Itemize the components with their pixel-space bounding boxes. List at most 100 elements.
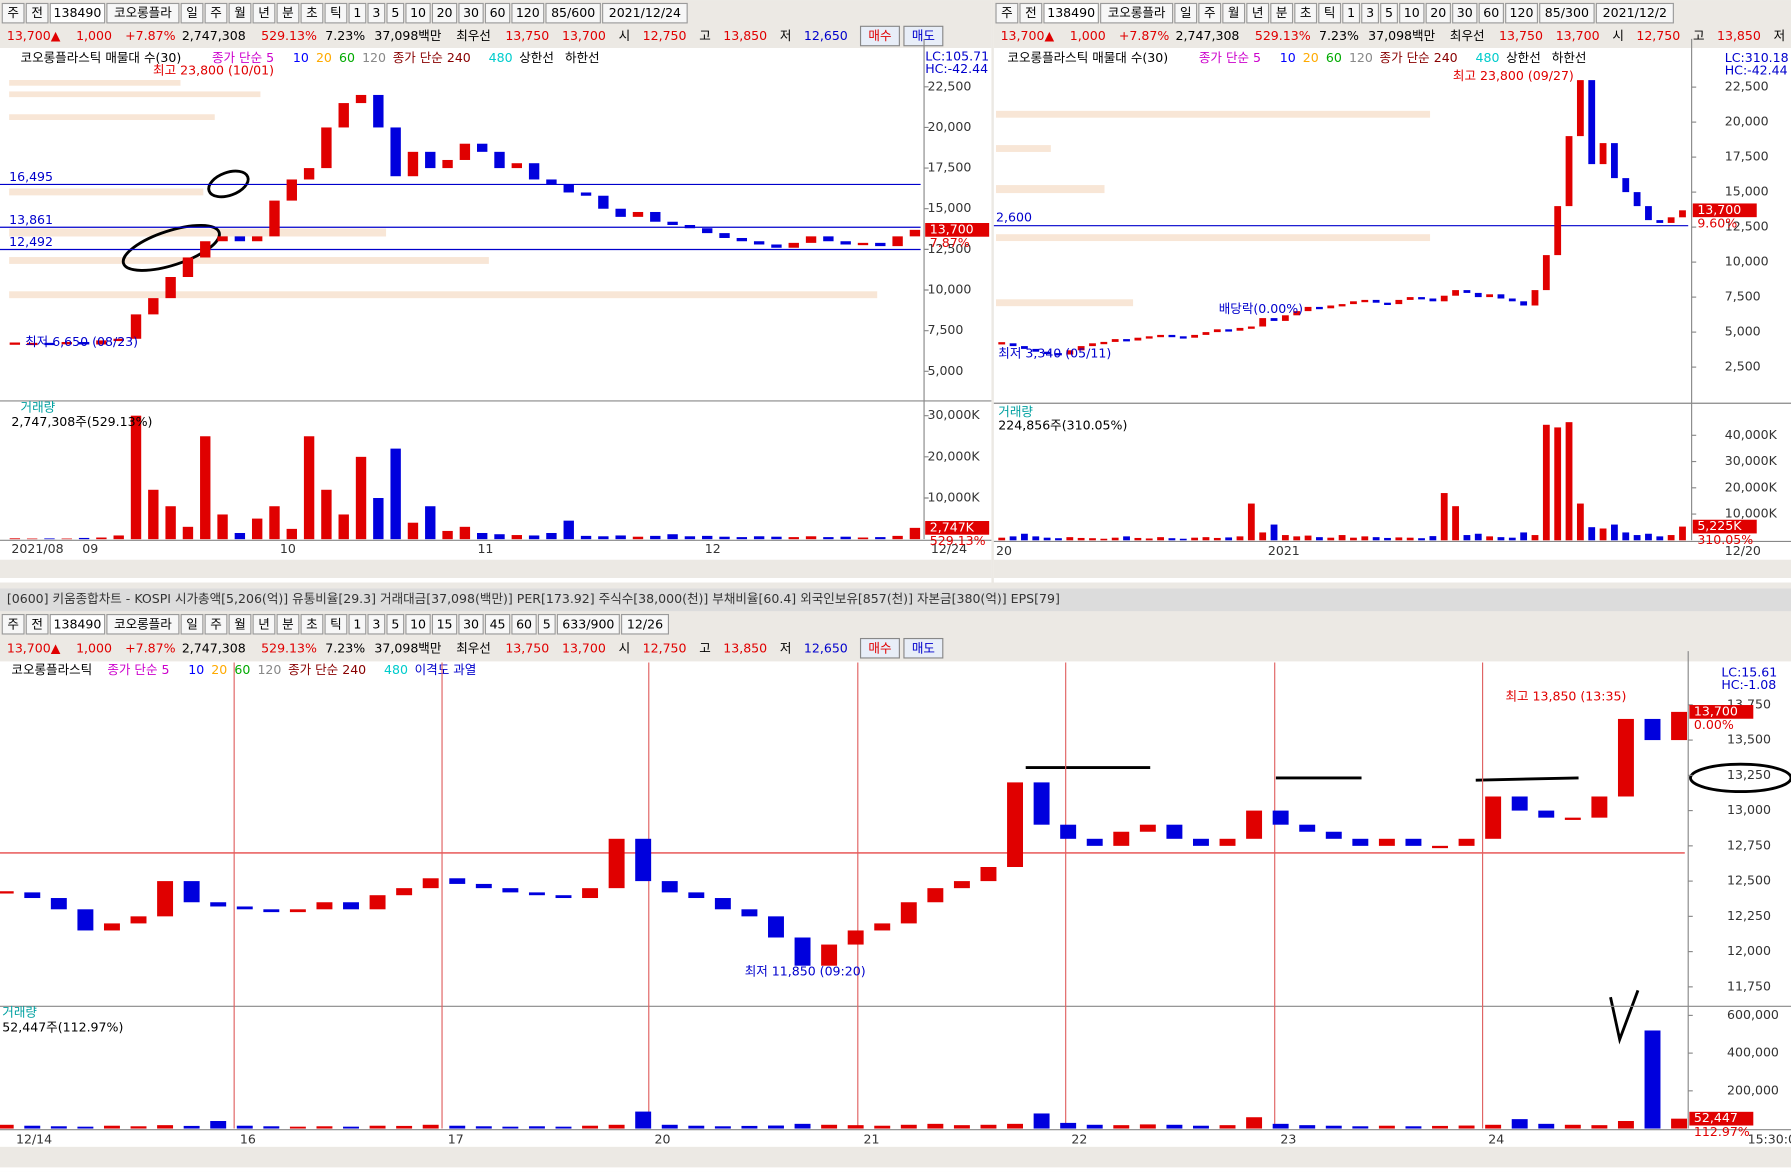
toolbar-label: 1 [1347,5,1355,20]
y-tick-label: 7,500 [927,322,963,337]
scrollbar[interactable] [0,559,992,579]
toolbar-button[interactable] [300,2,324,24]
toolbar-button[interactable] [106,613,180,635]
toolbar-button[interactable] [1505,2,1538,24]
toolbar-button[interactable] [367,613,386,635]
toolbar-button[interactable] [1318,2,1342,24]
toolbar-button[interactable] [511,613,537,635]
toolbar-button[interactable] [537,613,556,635]
toolbar-button[interactable] [545,2,601,24]
toolbar-button[interactable] [431,2,458,24]
toolbar-button[interactable] [324,2,348,24]
candle [1361,299,1369,303]
toolbar-button[interactable] [1198,2,1222,24]
scrollbar[interactable] [993,559,1791,579]
toolbar-button[interactable] [511,2,545,24]
candle [980,867,997,882]
toolbar-button[interactable] [431,613,458,635]
toolbar-button[interactable] [228,613,252,635]
toolbar-button[interactable] [1174,2,1198,24]
toolbar-button[interactable] [1539,2,1595,24]
volume-bar [77,1126,94,1129]
toolbar-button[interactable] [405,613,431,635]
toolbar-button[interactable] [1399,2,1425,24]
candle [1452,290,1459,296]
toolbar-button[interactable] [1595,2,1674,24]
toolbar-button[interactable] [1342,2,1361,24]
volume-bar [475,1126,492,1129]
volume-tick-label: 600,000 [1727,1007,1779,1022]
quote-value: 7.23% [1319,28,1359,43]
candle [736,237,748,242]
toolbar-button[interactable] [228,2,252,24]
candle [210,902,227,907]
quote-value: 1,000 [1070,28,1106,43]
toolbar-button[interactable] [180,613,204,635]
toolbar-label: 일 [186,5,198,20]
toolbar-button[interactable] [25,2,49,24]
toolbar-button[interactable] [204,613,228,635]
volume-bar [1111,537,1119,541]
toolbar-button[interactable] [458,613,484,635]
candle [823,236,834,242]
toolbar-button[interactable] [180,2,204,24]
toolbar-button[interactable] [276,613,300,635]
sell-button[interactable] [903,637,944,659]
volume-tag-label: 529.13% [930,533,986,548]
legend-item: 종가 단순 5 [1199,50,1261,65]
toolbar-button[interactable] [458,2,484,24]
buy-button[interactable] [859,25,900,47]
toolbar-button[interactable] [405,2,431,24]
volume-bar [1168,538,1176,541]
toolbar-button[interactable] [49,2,106,24]
volume-tag-label: 5,225K [1697,518,1742,533]
toolbar-button[interactable] [300,613,324,635]
toolbar-button[interactable] [1478,2,1504,24]
toolbar-button[interactable] [25,613,49,635]
toolbar-button[interactable] [602,2,688,24]
volume-bar [1611,524,1618,541]
toolbar-button[interactable] [367,2,386,24]
volume-bar [1123,536,1130,541]
volume-bar [555,1126,572,1129]
toolbar-label: 초 [306,616,318,631]
toolbar-button[interactable] [556,613,620,635]
toolbar-button[interactable] [1270,2,1294,24]
toolbar-button[interactable] [1294,2,1318,24]
toolbar-button[interactable] [252,613,276,635]
candle [373,94,384,128]
toolbar-button[interactable] [1246,2,1270,24]
toolbar-button[interactable] [995,2,1019,24]
toolbar-button[interactable] [252,2,276,24]
toolbar-button[interactable] [1452,2,1478,24]
toolbar-button[interactable] [1,613,25,635]
toolbar-button[interactable] [49,613,106,635]
toolbar-button[interactable] [1043,2,1099,24]
toolbar-button[interactable] [386,613,405,635]
toolbar-button[interactable] [1380,2,1398,24]
buy-button[interactable] [859,637,900,659]
volume-bar [847,1125,864,1129]
candle [1304,306,1312,312]
toolbar-button[interactable] [621,613,669,635]
scrollbar[interactable] [0,1146,1791,1168]
toolbar-button[interactable] [484,2,511,24]
toolbar-button[interactable] [348,613,367,635]
sell-button[interactable] [903,25,944,47]
toolbar-button[interactable] [386,2,405,24]
toolbar-button[interactable] [204,2,228,24]
toolbar-button[interactable] [324,613,348,635]
legend-item: 코오롱플라스틱 매물대 수(30) [21,50,182,65]
toolbar-button[interactable] [1019,2,1043,24]
candle [1134,337,1142,341]
y-tick-label: 22,500 [1725,79,1769,94]
toolbar-button[interactable] [276,2,300,24]
toolbar-button[interactable] [1222,2,1246,24]
toolbar-button[interactable] [1425,2,1451,24]
toolbar-button[interactable] [484,613,511,635]
toolbar-button[interactable] [106,2,180,24]
toolbar-button[interactable] [1361,2,1380,24]
toolbar-button[interactable] [1,2,25,24]
toolbar-button[interactable] [348,2,367,24]
toolbar-button[interactable] [1100,2,1174,24]
